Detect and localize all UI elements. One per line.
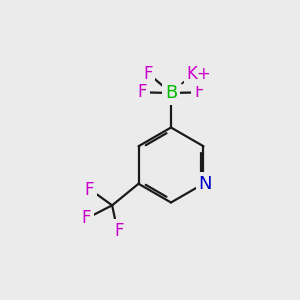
Text: F: F (137, 83, 147, 101)
Text: F: F (194, 83, 204, 101)
Text: B: B (165, 84, 177, 102)
Text: F: F (143, 65, 153, 83)
Text: K+: K+ (187, 65, 212, 83)
Text: F: F (84, 181, 94, 199)
Text: N: N (198, 175, 212, 193)
Text: F: F (81, 209, 91, 227)
Text: F: F (114, 222, 124, 240)
